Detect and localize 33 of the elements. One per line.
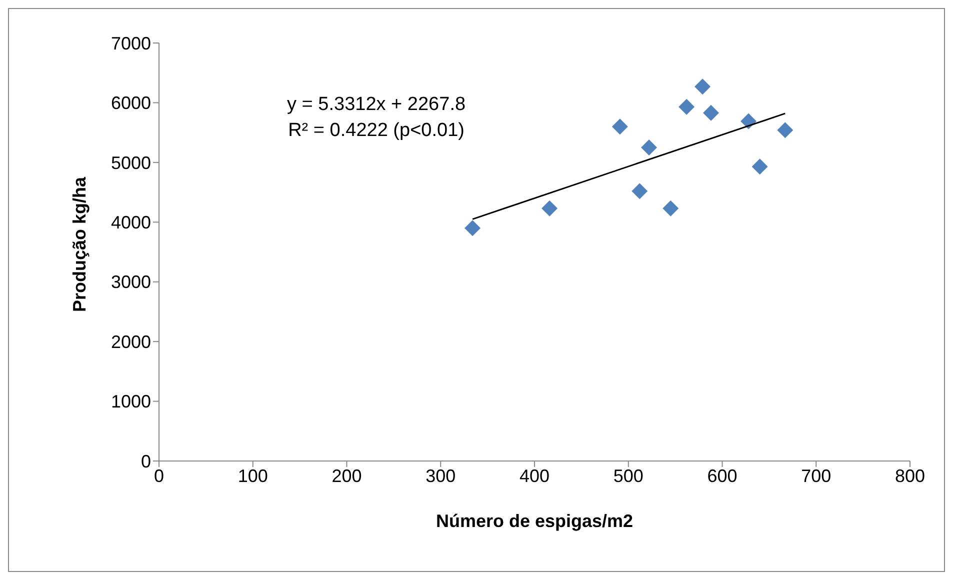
point — [777, 122, 794, 138]
annotation: R² = 0.4222 (p<0.01) — [287, 119, 466, 143]
point — [702, 104, 719, 121]
point — [632, 183, 648, 200]
y-tick-label: 5000 — [110, 152, 151, 173]
x-axis-title: Número de espigas/m2 — [436, 511, 634, 531]
y-tick-label: 1000 — [110, 392, 151, 412]
x-tick-label: 300 — [426, 466, 456, 486]
x-tick-label: 500 — [613, 466, 644, 486]
y-tick-label: 0 — [140, 451, 151, 472]
y-tick-label: 4000 — [110, 212, 151, 233]
point — [612, 118, 628, 135]
y-tick-label: 3000 — [110, 272, 151, 292]
y-axis-title: Produção kg/ha — [69, 176, 90, 312]
point — [694, 78, 711, 95]
point — [678, 98, 695, 115]
point — [641, 140, 658, 156]
x-tick-label: 200 — [332, 466, 362, 486]
point — [464, 220, 481, 236]
point — [752, 158, 768, 175]
x-tick-label: 600 — [707, 466, 738, 486]
x-tick-label: 100 — [238, 466, 268, 486]
annotation: y = 5.3312x + 2267.8 — [287, 93, 466, 117]
point — [740, 113, 757, 130]
point — [662, 200, 679, 216]
x-tick-label: 700 — [801, 466, 832, 486]
point — [542, 200, 558, 216]
y-tick-label: 2000 — [110, 332, 151, 352]
y-tick-label: 6000 — [110, 93, 151, 114]
x-tick-label: 800 — [894, 466, 926, 486]
x-tick-label: 400 — [519, 466, 550, 486]
x-tick-label: 0 — [154, 466, 164, 486]
y-tick-label: 7000 — [110, 33, 151, 54]
